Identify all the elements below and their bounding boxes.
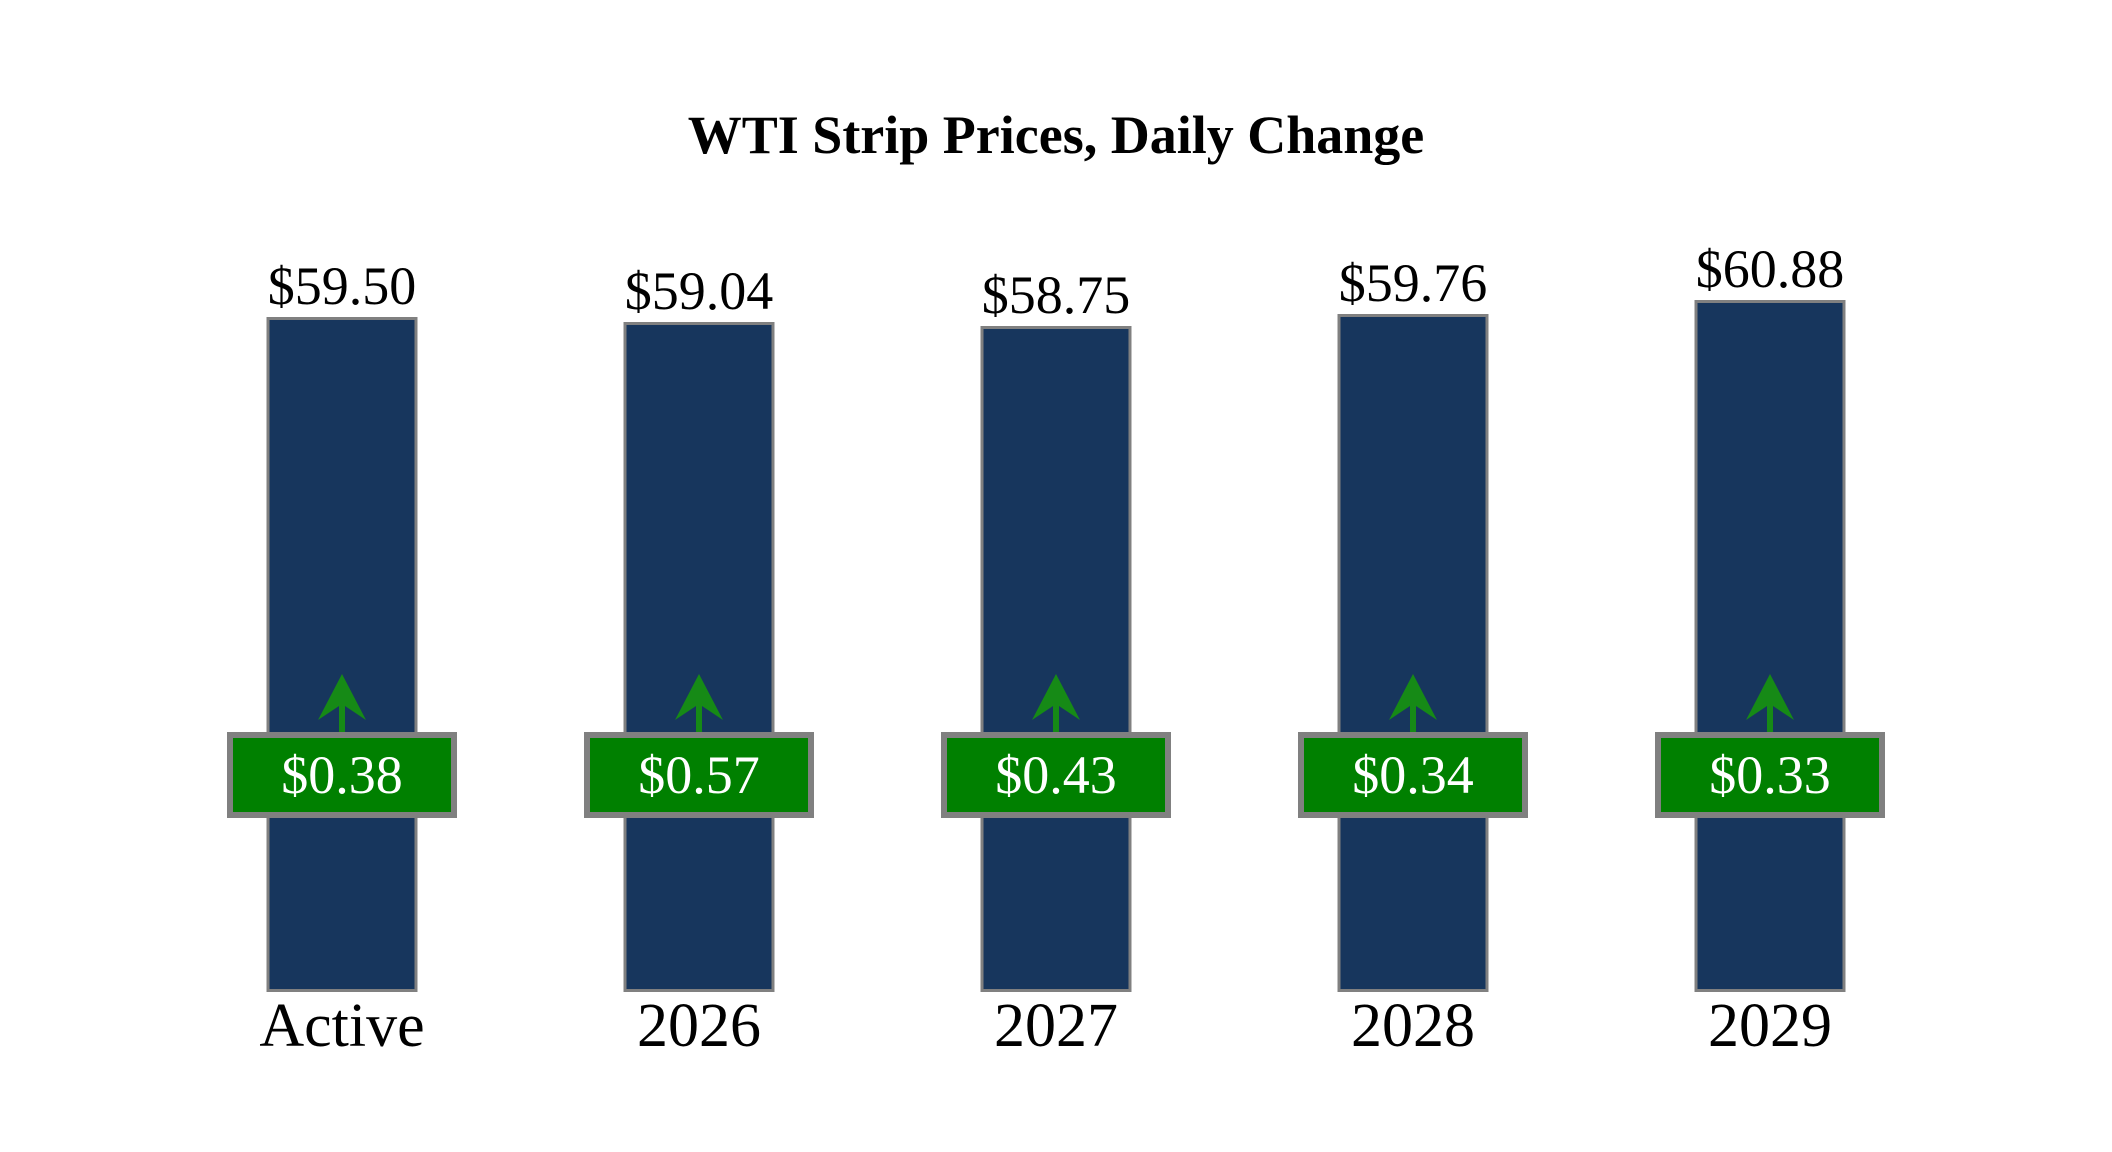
bar-column-2029: $60.88 $0.33 2029	[1592, 0, 1949, 1152]
price-bar	[980, 326, 1132, 992]
up-arrow-icon	[318, 674, 366, 732]
price-bar	[1694, 300, 1846, 992]
daily-change-badge: $0.38	[227, 732, 457, 818]
up-arrow-icon	[1032, 674, 1080, 732]
category-label: Active	[259, 992, 425, 1060]
price-label: $59.04	[624, 261, 774, 321]
price-bar	[1337, 314, 1489, 992]
daily-change-value: $0.34	[1352, 745, 1474, 805]
category-label: 2027	[994, 992, 1118, 1060]
daily-change-value: $0.38	[281, 745, 403, 805]
price-bar	[623, 322, 775, 992]
up-arrow-icon	[1389, 674, 1437, 732]
daily-change-badge: $0.43	[941, 732, 1171, 818]
bar-column-2027: $58.75 $0.43 2027	[878, 0, 1235, 1152]
price-label: $59.76	[1338, 253, 1488, 313]
daily-change-badge: $0.33	[1655, 732, 1885, 818]
category-label: 2028	[1351, 992, 1475, 1060]
daily-change-value: $0.33	[1709, 745, 1831, 805]
category-label: 2026	[637, 992, 761, 1060]
up-arrow-icon	[675, 674, 723, 732]
bar-column-active: $59.50 $0.38 Active	[164, 0, 521, 1152]
daily-change-value: $0.57	[638, 745, 760, 805]
category-label: 2029	[1708, 992, 1832, 1060]
bar-column-2026: $59.04 $0.57 2026	[521, 0, 878, 1152]
chart-title: WTI Strip Prices, Daily Change	[687, 105, 1425, 165]
price-label: $60.88	[1695, 239, 1845, 299]
price-bar	[266, 317, 418, 992]
bar-column-2028: $59.76 $0.34 2028	[1235, 0, 1592, 1152]
daily-change-badge: $0.34	[1298, 732, 1528, 818]
up-arrow-icon	[1746, 674, 1794, 732]
price-label: $58.75	[981, 265, 1131, 325]
price-label: $59.50	[267, 256, 417, 316]
daily-change-value: $0.43	[995, 745, 1117, 805]
daily-change-badge: $0.57	[584, 732, 814, 818]
